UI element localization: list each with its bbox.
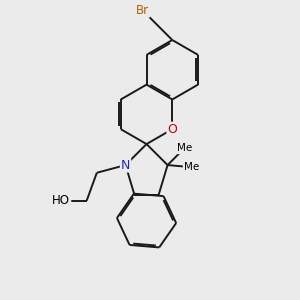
Text: Br: Br — [136, 4, 149, 17]
Text: O: O — [167, 123, 177, 136]
Text: Me: Me — [184, 162, 199, 172]
Text: N: N — [121, 159, 130, 172]
Text: HO: HO — [52, 194, 70, 207]
Text: Me: Me — [177, 143, 192, 153]
